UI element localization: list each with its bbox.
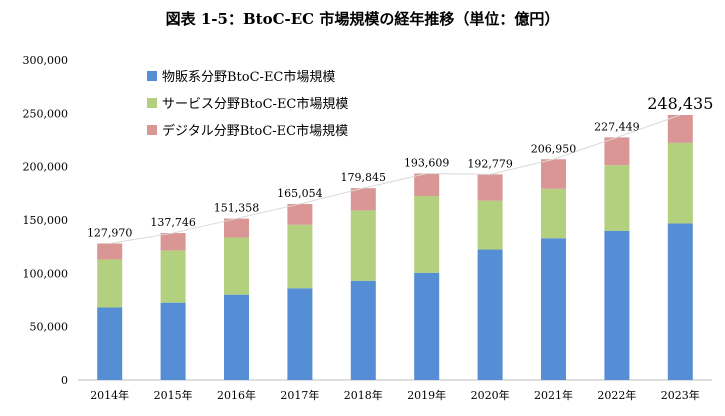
y-tick-label: 150,000: [23, 214, 69, 227]
total-label: 165,054: [277, 187, 323, 200]
bar-segment-3: [224, 218, 249, 238]
bar-segment-3: [350, 188, 376, 211]
x-tick-label: 2018年: [344, 388, 383, 402]
x-tick-label: 2019年: [407, 388, 446, 402]
total-label: 192,779: [467, 157, 513, 170]
x-tick-label: 2014年: [90, 388, 129, 402]
total-labels: 127,970 137,746 151,358 165,054 179,845 193,6…: [87, 94, 713, 239]
x-tick-label: 2022年: [597, 388, 636, 402]
x-tick-label: 2020年: [471, 388, 510, 402]
x-axis: 2014年 2015年 2016年 2017年 2018年 2019年 2020年 2021年…: [78, 379, 712, 402]
bar-segment-2: [224, 237, 249, 295]
x-tick-label: 2021年: [534, 388, 573, 402]
y-tick-label: 0: [61, 374, 68, 387]
bar-segment-1: [160, 302, 186, 380]
bar-segment-3: [604, 137, 630, 166]
total-label: 248,435: [647, 94, 713, 113]
bar-series: [97, 115, 693, 380]
bar-segment-2: [541, 188, 566, 239]
total-label: 193,609: [404, 156, 450, 169]
bar-segment-1: [414, 272, 440, 380]
y-axis: 0 50,000 100,000 150,000 200,000 250,000 300,0…: [23, 54, 69, 387]
total-trend-polyline: [109, 114, 681, 244]
y-tick-label: 50,000: [30, 321, 69, 334]
total-label: 127,970: [87, 226, 133, 239]
bar-segment-3: [287, 203, 313, 225]
bar-segment-1: [224, 294, 249, 380]
total-label: 137,746: [150, 216, 196, 229]
bar-segment-3: [414, 173, 440, 196]
bar-segment-2: [667, 142, 693, 224]
x-tick-label: 2016年: [217, 388, 256, 402]
total-label: 227,449: [594, 120, 640, 133]
y-tick-label: 300,000: [23, 54, 69, 67]
legend-swatch: [147, 98, 157, 108]
total-label: 151,358: [214, 202, 260, 215]
bar-segment-1: [350, 280, 376, 380]
bar-segment-2: [477, 200, 503, 250]
legend: 物販系分野BtoC-EC市場規模サービス分野BtoC-EC市場規模デジタル分野B…: [147, 69, 348, 139]
legend-label: 物販系分野BtoC-EC市場規模: [162, 69, 335, 85]
bar-segment-3: [667, 115, 693, 143]
legend-swatch: [147, 125, 157, 135]
x-tick-label: 2023年: [661, 388, 700, 402]
legend-label: デジタル分野BtoC-EC市場規模: [162, 123, 348, 139]
bar-segment-3: [97, 243, 123, 260]
y-tick-label: 200,000: [23, 161, 69, 174]
bar-segment-2: [97, 259, 123, 308]
x-tick-label: 2017年: [280, 388, 319, 402]
bar-segment-3: [160, 233, 186, 251]
total-label: 179,845: [341, 171, 387, 184]
bar-segment-3: [477, 174, 503, 201]
bar-segment-1: [541, 238, 566, 380]
bar-segment-1: [667, 223, 693, 380]
legend-label: サービス分野BtoC-EC市場規模: [162, 96, 348, 112]
bar-segment-1: [604, 230, 630, 380]
bar-segment-2: [604, 165, 630, 231]
x-tick-label: 2015年: [154, 388, 193, 402]
bar-segment-2: [160, 250, 186, 303]
y-tick-label: 250,000: [23, 107, 69, 120]
total-label: 206,950: [531, 142, 577, 155]
bar-segment-2: [414, 196, 440, 273]
bar-segment-2: [350, 210, 376, 281]
y-tick-label: 100,000: [23, 267, 69, 280]
bar-segment-1: [287, 288, 313, 380]
bar-segment-1: [477, 249, 503, 380]
chart-title: 図表 1-5：BtoC-EC 市場規模の経年推移（単位：億円）: [165, 10, 560, 28]
bar-segment-1: [97, 307, 123, 380]
total-trend-line: [109, 114, 681, 244]
legend-swatch: [147, 71, 157, 81]
bar-segment-2: [287, 224, 313, 289]
bar-segment-3: [541, 159, 566, 189]
